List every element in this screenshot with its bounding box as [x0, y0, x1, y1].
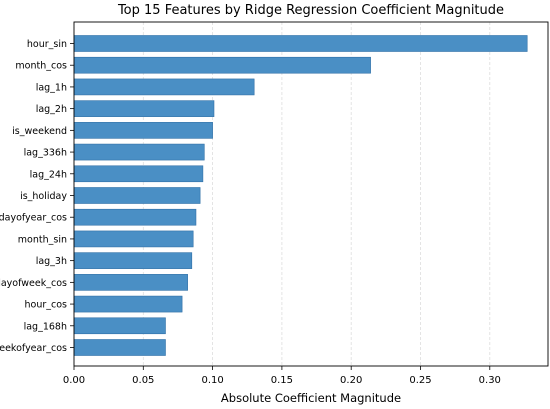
bar-month-cos	[73, 56, 371, 74]
x-tick-label: 0.15	[271, 375, 293, 386]
bar-hour-sin	[73, 35, 528, 52]
bar-month-sin	[73, 230, 194, 248]
bar-lag-24h	[73, 165, 204, 183]
x-tick-label: 0.10	[201, 375, 223, 386]
bar-dayofyear-cos	[73, 208, 197, 226]
bars	[73, 35, 528, 356]
y-tick-label: hour_cos	[25, 300, 68, 311]
axes: hour_sin month_cos lag_1h lag_2h is_weekendl…	[0, 21, 549, 386]
y-tick-label: dayofweek_cos	[0, 278, 67, 289]
plot-frame	[73, 21, 549, 367]
y-tick-label: lag_24h	[30, 169, 67, 180]
y-tick-label: lag_168h	[24, 321, 67, 332]
y-tick-label: hour_sin	[27, 39, 67, 50]
bar-lag-3h	[73, 252, 193, 269]
x-tick-label: 0.20	[340, 375, 362, 386]
y-tick-label: lag_1h	[36, 82, 67, 93]
bar-lag-168h	[73, 317, 166, 335]
bar-lag-2h	[73, 100, 215, 117]
bar-dayofweek-cos	[73, 274, 188, 291]
bar-is-holiday	[73, 187, 201, 204]
y-tick-label: is_weekend	[12, 126, 67, 137]
y-tick-label: lag_3h	[36, 256, 67, 267]
chart-title: Top 15 Features by Ridge Regression Coef…	[117, 3, 504, 18]
bar-is-weekend	[73, 122, 213, 139]
bar-lag-336h	[73, 143, 205, 161]
y-tick-label: lag_2h	[36, 104, 67, 115]
y-tick-label: weekofyear_cos	[0, 343, 67, 354]
y-tick-label: is_holiday	[20, 191, 67, 202]
x-axis-label: Absolute Coefficient Magnitude	[221, 391, 401, 405]
y-tick-label: lag_336h	[24, 148, 67, 159]
bar-hour-cos	[73, 295, 183, 313]
x-tick-label: 0.25	[409, 375, 431, 386]
y-tick-label: dayofyear_cos	[0, 213, 67, 224]
y-tick-label: month_cos	[15, 61, 67, 72]
x-tick-label: 0.30	[479, 375, 501, 386]
bar-weekofyear-cos	[73, 339, 166, 356]
bar-lag-1h	[73, 78, 255, 96]
y-tick-label: month_sin	[18, 234, 67, 245]
x-tick-label: 0.05	[132, 375, 154, 386]
x-tick-label: 0.00	[63, 375, 85, 386]
